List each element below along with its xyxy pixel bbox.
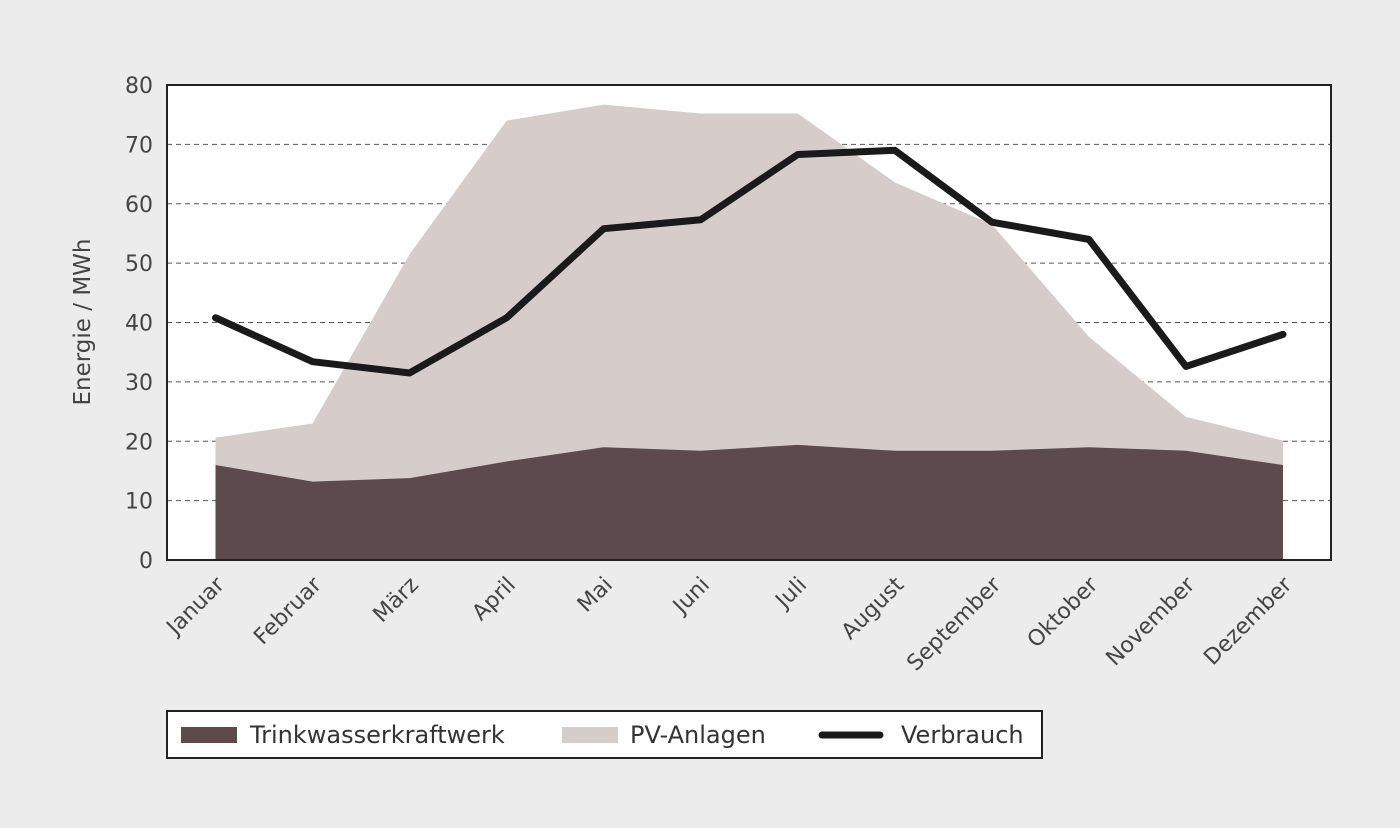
x-tick-label: Januar xyxy=(161,572,231,642)
x-tick-label: Mai xyxy=(573,573,618,618)
plot-frame xyxy=(166,84,1332,561)
y-tick-label: 50 xyxy=(125,252,153,277)
y-axis-title: Energie / MWh xyxy=(70,239,96,406)
x-tick-label: Februar xyxy=(249,572,327,650)
x-tick-label: August xyxy=(837,572,909,644)
x-tick-label: Juli xyxy=(770,573,812,615)
x-tick-label: Dezember xyxy=(1199,572,1298,671)
y-tick-label: 0 xyxy=(139,549,153,574)
legend: Trinkwasserkraftwerk PV-Anlagen Verbrauc… xyxy=(166,710,1043,759)
x-tick-label: März xyxy=(369,573,424,628)
x-tick-label: April xyxy=(468,573,521,626)
y-tick-label: 30 xyxy=(125,371,153,396)
x-tick-label: September xyxy=(902,572,1006,676)
y-axis: 0 10 20 30 40 50 60 70 80 xyxy=(125,74,153,574)
areas xyxy=(215,104,1283,560)
y-tick-label: 10 xyxy=(125,490,153,515)
legend-swatch-pv-anlagen xyxy=(562,727,618,743)
x-tick-label: Juni xyxy=(667,573,715,621)
y-tick-label: 70 xyxy=(125,133,153,158)
y-tick-label: 60 xyxy=(125,193,153,218)
legend-swatch-trinkwasserkraftwerk xyxy=(181,727,237,743)
x-axis: Januar Februar März April Mai Juni Juli AugustS… xyxy=(161,572,1298,676)
x-tick-label: Oktober xyxy=(1023,572,1104,653)
legend-label-verbrauch: Verbrauch xyxy=(901,721,1024,749)
x-tick-label: November xyxy=(1102,572,1201,671)
line-verbrauch xyxy=(212,146,1287,377)
legend-label-trinkwasserkraftwerk: Trinkwasserkraftwerk xyxy=(249,721,505,749)
y-tick-label: 20 xyxy=(125,430,153,455)
legend-label-pv-anlagen: PV-Anlagen xyxy=(630,721,766,749)
area-pv-anlagen xyxy=(215,104,1283,560)
area-trinkwasserkraftwerk xyxy=(215,444,1283,560)
y-tick-label: 80 xyxy=(125,74,153,99)
y-tick-label: 40 xyxy=(125,312,153,337)
lines xyxy=(212,146,1287,377)
